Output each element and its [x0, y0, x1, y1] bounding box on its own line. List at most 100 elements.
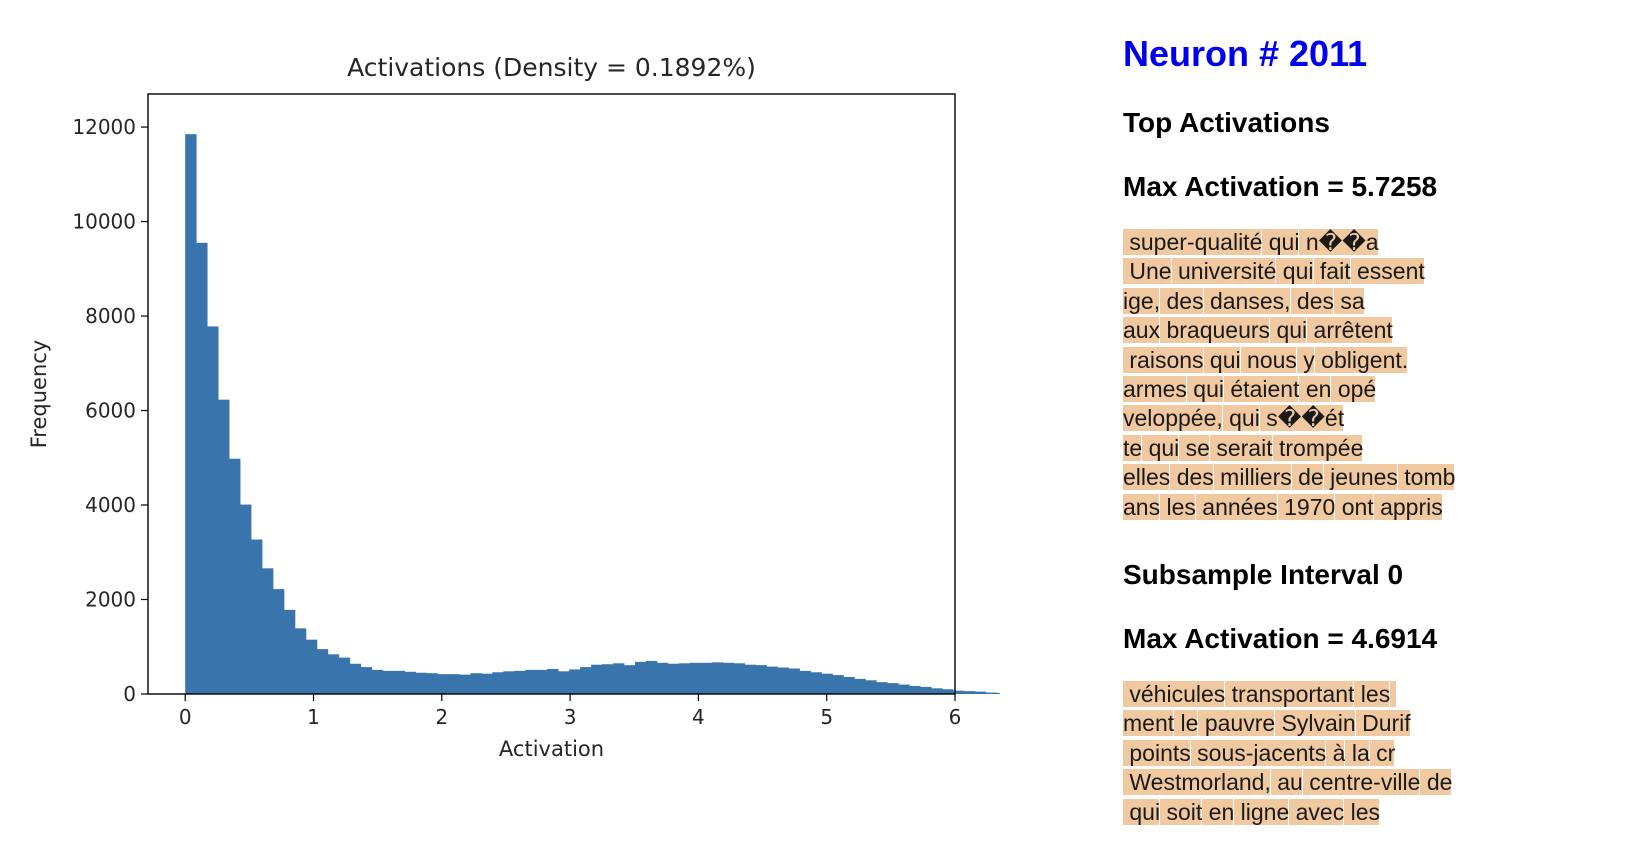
- snippet-token: sa: [1334, 287, 1365, 314]
- histogram-bar: [569, 669, 581, 694]
- histogram-bar: [404, 671, 416, 694]
- snippet-token: Une: [1123, 258, 1172, 285]
- histogram-bar: [722, 662, 735, 694]
- snippet-token: n��a: [1299, 229, 1379, 255]
- snippet-line: armes qui étaient en opé: [1123, 375, 1643, 404]
- snippet-token: trompée: [1272, 434, 1364, 461]
- histogram-bar: [799, 670, 811, 694]
- y-axis-label: Frequency: [27, 340, 51, 449]
- histogram-bar: [558, 671, 570, 694]
- histogram-bar: [656, 662, 669, 694]
- histogram-bar: [623, 665, 636, 694]
- histogram-bar: [514, 670, 526, 694]
- snippet-token: Westmorland,: [1123, 769, 1271, 796]
- snippet-token: opé: [1331, 376, 1377, 403]
- top-activation-snippets: super-qualité qui n��a Une université qu…: [1123, 228, 1643, 522]
- snippet-token: en: [1299, 376, 1332, 403]
- histogram-bar: [634, 661, 647, 694]
- histogram-bar: [996, 693, 1000, 694]
- snippet-token: transportant: [1225, 681, 1355, 708]
- histogram-bar: [711, 662, 724, 694]
- snippet-token: te: [1123, 434, 1143, 461]
- snippet-line: elles des milliers de jeunes tomb: [1123, 463, 1643, 492]
- snippet-token: de: [1420, 769, 1453, 796]
- x-tick-label: 5: [820, 705, 833, 729]
- snippet-token: centre-ville: [1302, 769, 1421, 796]
- x-tick-label: 4: [692, 705, 705, 729]
- y-tick-label: 8000: [85, 304, 136, 328]
- top-activations-heading: Top Activations: [1123, 107, 1330, 138]
- x-tick-label: 2: [435, 705, 448, 729]
- histogram-bar: [272, 589, 285, 694]
- snippet-token: avec: [1289, 798, 1345, 825]
- histogram-bar: [975, 691, 987, 694]
- histogram-bar: [283, 609, 296, 694]
- histogram-bar: [437, 674, 449, 694]
- snippet-token: université: [1171, 258, 1277, 285]
- histogram-bar: [898, 684, 910, 694]
- snippet-line: te qui se serait trompée: [1123, 434, 1643, 463]
- histogram-bar: [985, 692, 998, 694]
- histogram-bar: [316, 649, 329, 694]
- snippet-token: ment: [1123, 710, 1175, 737]
- y-tick-label: 2000: [85, 588, 136, 612]
- subsample-interval-heading: Subsample Interval 0: [1123, 559, 1404, 591]
- snippet-token: danses,: [1203, 287, 1291, 314]
- subsample-snippets: véhicules transportant les ment le pauvr…: [1123, 680, 1643, 827]
- histogram-bar: [338, 657, 351, 694]
- y-tick-label: 6000: [85, 399, 136, 423]
- histogram-bar: [360, 667, 373, 694]
- histogram-bar: [393, 670, 405, 694]
- snippet-token: les: [1160, 493, 1196, 520]
- histogram-bar: [810, 672, 822, 694]
- snippet-token: des: [1290, 287, 1335, 314]
- snippet-token: qui: [1123, 798, 1161, 825]
- histogram-bar: [492, 672, 504, 694]
- histogram-bar: [865, 680, 877, 694]
- snippet-token: appris: [1373, 493, 1443, 520]
- histogram-bar: [689, 662, 702, 694]
- snippet-token: fait: [1313, 258, 1351, 285]
- histogram-bar: [580, 667, 592, 694]
- snippet-token: les: [1354, 681, 1391, 708]
- histogram-bar: [196, 242, 208, 694]
- snippet-token: obligent.: [1314, 346, 1409, 373]
- snippet-token: Sylvain: [1275, 710, 1356, 737]
- snippet-token: elles: [1123, 464, 1171, 491]
- snippet-line: ige, des danses, des sa: [1123, 287, 1643, 316]
- snippet-token: qui: [1222, 405, 1260, 432]
- histogram-bar: [733, 663, 746, 694]
- snippet-token: raisons: [1123, 346, 1204, 373]
- max-activation-1: Max Activation = 5.7258: [1123, 171, 1438, 202]
- snippet-token: qui: [1276, 258, 1314, 285]
- histogram-bar: [426, 673, 438, 694]
- y-tick-label: 10000: [72, 210, 136, 234]
- chart-title: Activations (Density = 0.1892%): [347, 53, 756, 82]
- snippet-token: qui: [1203, 346, 1241, 373]
- histogram-bar: [415, 672, 427, 694]
- snippet-line: veloppée, qui s��ét: [1123, 404, 1643, 433]
- histogram-bar: [613, 663, 625, 694]
- histogram-bar: [536, 669, 548, 694]
- snippet-token: qui: [1270, 317, 1308, 344]
- snippet-token: qui: [1142, 434, 1180, 461]
- neuron-title: Neuron # 2011: [1123, 33, 1368, 74]
- snippet-line: Une université qui fait essent: [1123, 257, 1643, 286]
- snippet-token: [1390, 681, 1397, 708]
- plot-frame: [147, 93, 956, 695]
- histogram-bar: [229, 458, 241, 694]
- snippet-token: sous-jacents: [1190, 739, 1327, 766]
- y-tick-label: 12000: [72, 115, 136, 139]
- snippet-token: 1970: [1277, 493, 1336, 520]
- histogram-bar: [327, 654, 340, 694]
- histogram-bar: [207, 326, 219, 694]
- histogram-bar: [525, 669, 537, 694]
- histogram-bar: [470, 673, 482, 694]
- neuron-panel: Neuron # 2011 Top Activations Max Activa…: [1123, 24, 1643, 827]
- histogram-bar: [953, 690, 965, 694]
- snippet-token: ans: [1123, 493, 1161, 520]
- snippet-token: à: [1326, 739, 1346, 766]
- histogram-bar: [261, 568, 274, 694]
- snippet-token: serait: [1209, 434, 1273, 461]
